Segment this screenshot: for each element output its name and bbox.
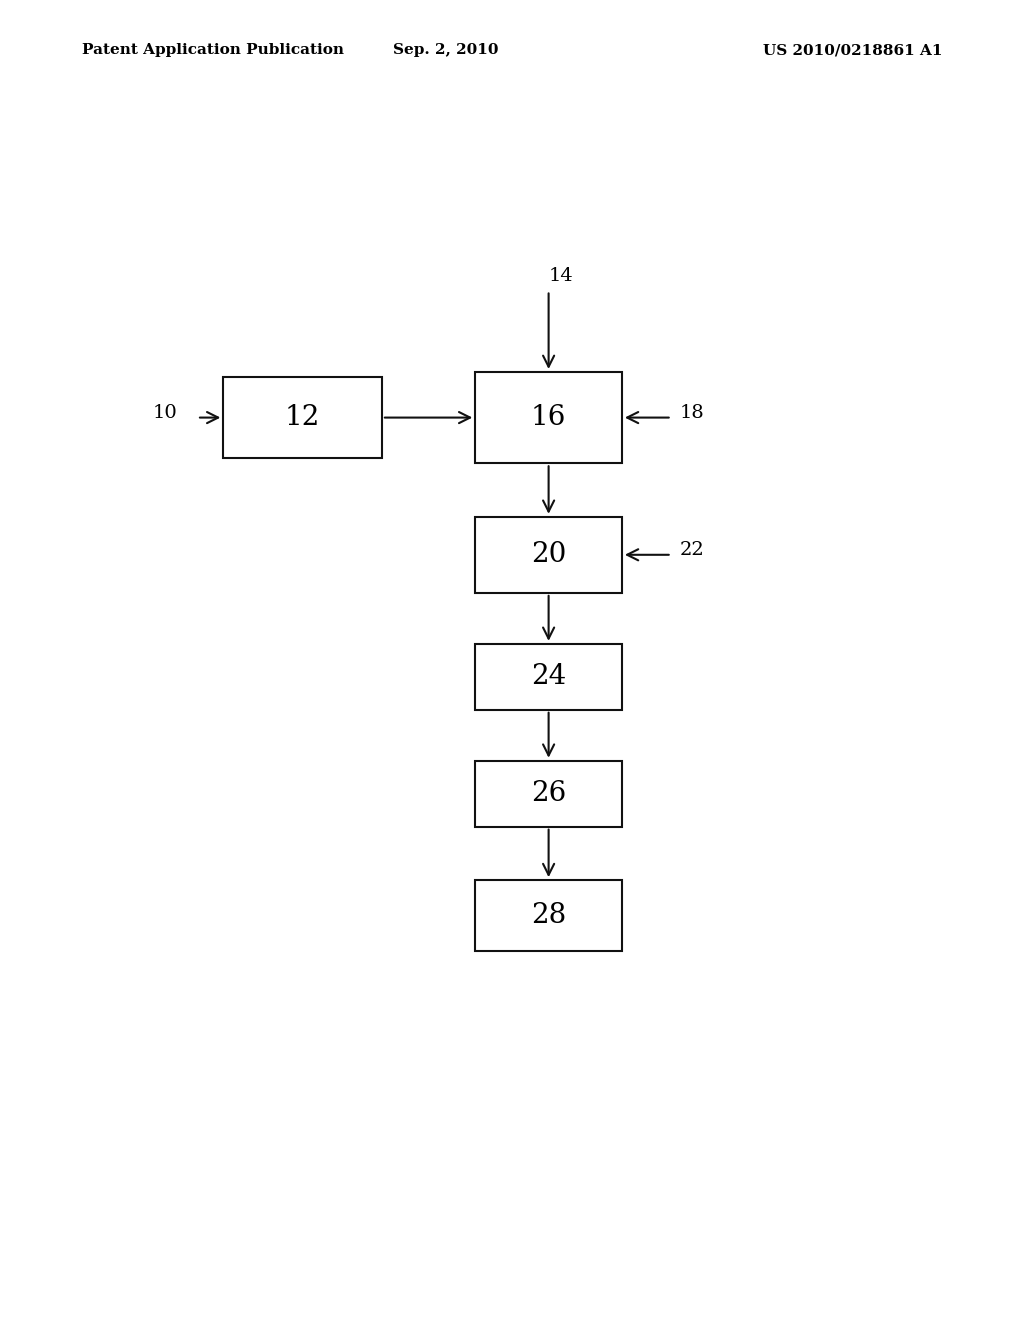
Text: 26: 26 (531, 780, 566, 807)
Text: Patent Application Publication: Patent Application Publication (82, 44, 344, 57)
Bar (475, 644, 622, 710)
Bar (475, 760, 622, 826)
Text: 24: 24 (531, 663, 566, 690)
Text: 10: 10 (153, 404, 177, 421)
Bar (475, 372, 622, 463)
Text: 16: 16 (530, 404, 566, 432)
Text: 12: 12 (285, 404, 321, 432)
Bar (475, 880, 622, 952)
Bar (223, 378, 382, 458)
Text: 14: 14 (549, 268, 573, 285)
Text: Sep. 2, 2010: Sep. 2, 2010 (392, 44, 499, 57)
Bar (475, 516, 622, 593)
Text: 22: 22 (680, 541, 705, 558)
Text: 18: 18 (680, 404, 705, 421)
Text: US 2010/0218861 A1: US 2010/0218861 A1 (763, 44, 942, 57)
Text: 28: 28 (531, 902, 566, 929)
Text: 20: 20 (530, 541, 566, 569)
